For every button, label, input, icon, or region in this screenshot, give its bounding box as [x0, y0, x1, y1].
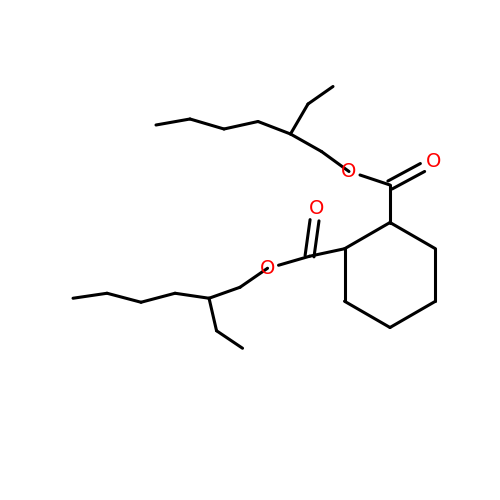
- Text: O: O: [426, 152, 441, 171]
- Text: O: O: [260, 259, 275, 278]
- Text: O: O: [309, 199, 324, 218]
- Text: O: O: [342, 162, 356, 181]
